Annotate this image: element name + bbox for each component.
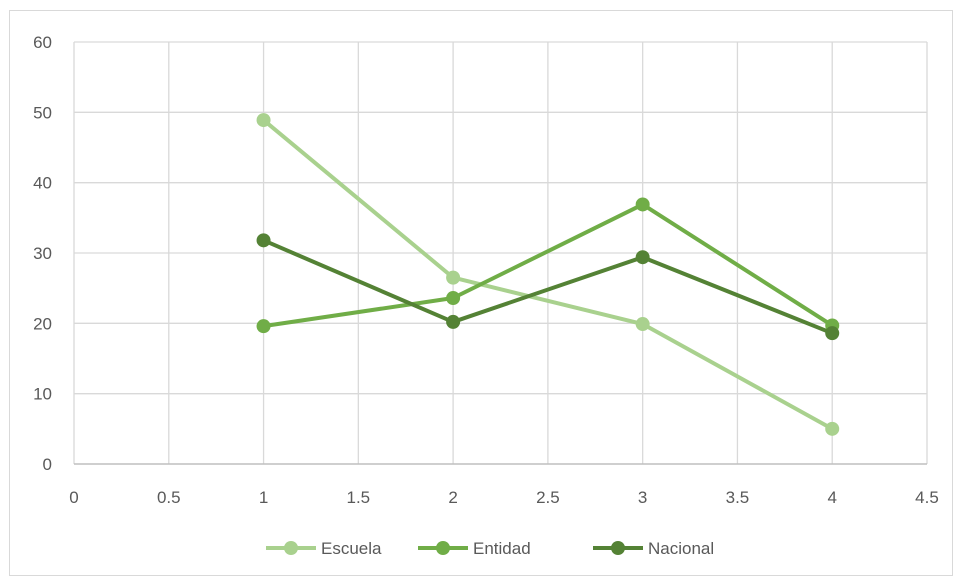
y-tick-label: 50 <box>33 103 52 122</box>
legend-item-escuela: Escuela <box>266 539 382 558</box>
x-tick-label: 2 <box>448 488 457 507</box>
y-tick-label: 20 <box>33 314 52 333</box>
legend-marker <box>611 541 625 555</box>
series-line <box>261 118 835 431</box>
series-escuela <box>256 113 840 436</box>
x-tick-label: 2.5 <box>536 488 560 507</box>
data-point <box>635 250 650 265</box>
x-tick-label: 3 <box>638 488 647 507</box>
data-point <box>256 113 271 128</box>
series-nacional <box>256 233 840 341</box>
data-point <box>825 421 840 436</box>
chart-frame <box>9 10 953 576</box>
legend-item-entidad: Entidad <box>418 539 531 558</box>
data-point <box>446 270 461 285</box>
series-group <box>256 113 840 436</box>
x-tick-label: 1 <box>259 488 268 507</box>
data-point <box>256 319 271 334</box>
y-tick-label: 30 <box>33 244 52 263</box>
x-axis-ticks: 0 0.5 1 1.5 2 2.5 3 3.5 4 4.5 <box>69 488 939 507</box>
data-point <box>446 291 461 306</box>
legend-item-nacional: Nacional <box>593 539 714 558</box>
x-tick-label: 0 <box>69 488 78 507</box>
data-point <box>825 326 840 341</box>
y-tick-label: 0 <box>43 455 52 474</box>
x-tick-label: 4 <box>827 488 836 507</box>
y-tick-label: 60 <box>33 33 52 52</box>
legend-label: Escuela <box>321 539 382 558</box>
gridlines <box>73 41 928 464</box>
legend-label: Nacional <box>648 539 714 558</box>
x-tick-label: 1.5 <box>347 488 371 507</box>
data-point <box>635 317 650 332</box>
legend: Escuela Entidad Nacional <box>266 539 714 558</box>
series-line <box>261 238 835 336</box>
x-tick-label: 0.5 <box>157 488 181 507</box>
data-point <box>446 314 461 329</box>
x-tick-label: 3.5 <box>726 488 750 507</box>
y-tick-label: 40 <box>33 174 52 193</box>
legend-marker <box>436 541 450 555</box>
x-tick-label: 4.5 <box>915 488 939 507</box>
y-tick-label: 10 <box>33 385 52 404</box>
data-point <box>256 233 271 248</box>
legend-marker <box>284 541 298 555</box>
data-point <box>635 197 650 212</box>
series-line <box>261 202 835 329</box>
y-axis-ticks: 0 10 20 30 40 50 60 <box>33 33 52 474</box>
legend-label: Entidad <box>473 539 531 558</box>
